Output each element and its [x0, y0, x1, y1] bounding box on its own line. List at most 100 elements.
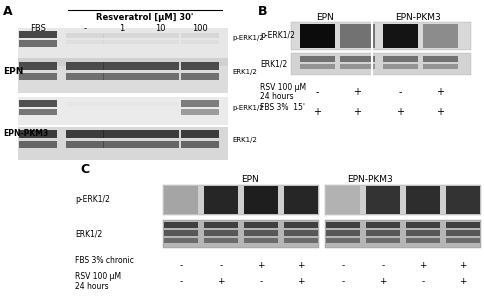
Text: +: +	[459, 277, 467, 286]
Text: p-ERK1/2: p-ERK1/2	[232, 35, 264, 41]
Bar	[103, 33, 141, 38]
Text: +: +	[257, 261, 265, 270]
Text: FBS 3%  15': FBS 3% 15'	[260, 103, 305, 112]
Text: ERK1/2: ERK1/2	[232, 69, 257, 75]
Bar	[164, 238, 198, 243]
Bar	[340, 64, 375, 69]
Text: p-ERK1/2: p-ERK1/2	[75, 195, 110, 205]
Bar	[19, 62, 57, 70]
Bar	[181, 100, 219, 107]
Text: p-ERK1/2: p-ERK1/2	[232, 105, 264, 111]
Text: ERK1/2: ERK1/2	[232, 137, 257, 143]
Bar	[291, 53, 471, 75]
Bar	[181, 73, 219, 80]
Bar	[103, 102, 141, 106]
Bar	[103, 62, 141, 70]
Text: -: -	[219, 261, 223, 270]
Text: EPN-PKM3: EPN-PKM3	[395, 13, 441, 22]
Bar	[325, 185, 481, 215]
Bar	[103, 73, 141, 80]
Text: ERK1/2: ERK1/2	[260, 59, 287, 68]
Text: +: +	[313, 107, 321, 117]
Text: -: -	[398, 87, 402, 97]
Bar	[181, 130, 219, 138]
Text: EPN-PKM3: EPN-PKM3	[3, 128, 48, 138]
Bar	[141, 141, 179, 148]
Text: +: +	[297, 277, 305, 286]
Bar	[326, 230, 360, 236]
Text: 1: 1	[120, 24, 124, 33]
Text: +: +	[217, 277, 225, 286]
Bar	[141, 130, 179, 138]
Bar	[19, 109, 57, 115]
Text: -: -	[180, 277, 182, 286]
Bar	[383, 24, 418, 48]
Text: -: -	[259, 277, 263, 286]
Text: +: +	[396, 107, 404, 117]
Bar	[66, 73, 104, 80]
Bar	[300, 24, 335, 48]
Text: Resveratrol [μM] 30': Resveratrol [μM] 30'	[96, 13, 194, 22]
Text: -: -	[84, 24, 87, 33]
Text: EPN: EPN	[316, 13, 334, 22]
Bar	[103, 130, 141, 138]
Bar	[19, 73, 57, 80]
Bar	[300, 56, 335, 62]
Bar	[340, 24, 375, 48]
Bar	[423, 56, 458, 62]
Text: p-ERK1/2: p-ERK1/2	[260, 32, 295, 41]
Bar	[423, 24, 458, 48]
Bar	[164, 222, 198, 228]
Bar	[383, 64, 418, 69]
Bar	[204, 230, 238, 236]
Bar	[284, 230, 318, 236]
Text: -: -	[180, 261, 182, 270]
Bar	[66, 102, 104, 106]
Bar	[446, 230, 480, 236]
Text: +: +	[353, 107, 361, 117]
Text: +: +	[353, 87, 361, 97]
Bar	[66, 33, 104, 38]
Text: EPN: EPN	[3, 68, 23, 76]
Bar	[326, 238, 360, 243]
Bar	[18, 127, 228, 160]
Bar	[164, 186, 198, 214]
Bar	[284, 222, 318, 228]
Text: -: -	[422, 277, 424, 286]
Bar	[284, 186, 318, 214]
Bar	[141, 33, 179, 38]
Text: EPN: EPN	[241, 175, 259, 184]
Bar	[406, 186, 440, 214]
Bar	[406, 222, 440, 228]
Text: +: +	[436, 107, 444, 117]
Text: -: -	[341, 261, 345, 270]
Bar	[181, 40, 219, 44]
Text: RSV 100 μM: RSV 100 μM	[260, 83, 306, 92]
Text: -: -	[315, 87, 319, 97]
Bar	[204, 238, 238, 243]
Bar	[103, 141, 141, 148]
Bar	[300, 64, 335, 69]
Bar	[19, 141, 57, 148]
Text: +: +	[297, 261, 305, 270]
Bar	[66, 62, 104, 70]
Bar	[340, 56, 375, 62]
Bar	[244, 186, 278, 214]
Bar	[141, 62, 179, 70]
Bar	[181, 62, 219, 70]
Text: B: B	[258, 5, 268, 18]
Bar	[325, 220, 481, 248]
Bar	[326, 222, 360, 228]
Bar	[406, 238, 440, 243]
Bar	[66, 40, 104, 44]
Text: -: -	[341, 277, 345, 286]
Bar	[141, 73, 179, 80]
Bar	[19, 31, 57, 38]
Bar	[66, 141, 104, 148]
Bar	[181, 33, 219, 38]
Bar	[181, 141, 219, 148]
Bar	[406, 230, 440, 236]
Bar	[446, 238, 480, 243]
Bar	[366, 230, 400, 236]
Bar	[164, 230, 198, 236]
